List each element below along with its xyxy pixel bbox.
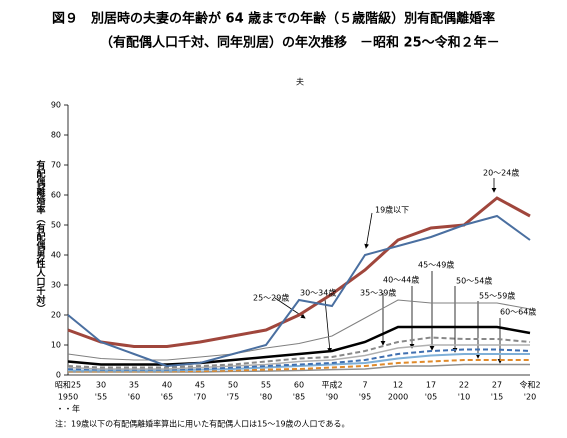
series-label: 20～24歳 <box>483 168 519 178</box>
x-tick-label: 55 <box>261 381 271 390</box>
x-tick-label: 1950 <box>58 393 78 402</box>
x-tick-label: 12 <box>393 381 403 390</box>
series-line <box>67 348 531 371</box>
x-tick-label: 50 <box>228 381 238 390</box>
y-tick-label: 50 <box>51 221 61 230</box>
y-tick-label: 60 <box>51 191 61 200</box>
x-tick-label: 2000 <box>388 393 408 402</box>
x-tick-label: 平成2 <box>321 380 342 390</box>
x-tick-label: 22 <box>459 381 469 390</box>
y-tick-label: 90 <box>51 101 61 110</box>
series-line <box>67 196 531 348</box>
x-tick-label: 60 <box>294 381 304 390</box>
series-line <box>67 325 531 366</box>
x-tick-label: '05 <box>425 393 437 402</box>
y-tick-label: 10 <box>51 341 61 350</box>
x-tick-label: '90 <box>326 393 338 402</box>
x-tick-label: 昭和25 <box>55 381 81 390</box>
series-label: 30～34歳 <box>300 288 336 298</box>
x-tick-label: '95 <box>359 393 371 402</box>
x-tick-label: '55 <box>95 393 107 402</box>
y-tick-label: 20 <box>51 311 61 320</box>
x-tick-label: '15 <box>491 393 503 402</box>
x-tick-label: 30 <box>96 381 106 390</box>
series-line <box>68 353 530 372</box>
x-unit: ・・年 <box>56 404 80 414</box>
x-tick-label: '75 <box>227 393 239 402</box>
series-label: 35～39歳 <box>360 288 396 298</box>
series-label: 50～54歳 <box>456 276 492 286</box>
label-arrows <box>274 178 503 364</box>
y-tick-label: 40 <box>51 251 61 260</box>
series-label: 40～44歳 <box>383 275 419 285</box>
chart-subtitle: （有配偶人口千対、同年別居）の年次推移 －昭和 25～令和２年－ <box>100 35 500 51</box>
series-line <box>67 344 530 370</box>
series-label: 55～59歳 <box>479 291 515 301</box>
series-label: 19歳以下 <box>375 205 409 215</box>
y-tick-label: 0 <box>56 371 61 380</box>
y-axis-label: 有配偶離婚率（有配偶男性人口千対） <box>35 159 47 313</box>
note: 注：19歳以下の有配偶離婚率算出に用いた有配偶人口は15～19歳の人口である。 <box>55 419 349 429</box>
x-tick-label: 17 <box>426 381 436 390</box>
chart-title: 図９ 別居時の夫妻の年齢が 64 歳までの年齢（５歳階級）別有配偶離婚率 <box>52 11 495 27</box>
x-tick-label: '10 <box>458 393 470 402</box>
series-label: 25～29歳 <box>253 293 289 303</box>
x-tick-label: 27 <box>492 381 502 390</box>
x-tick-label: '70 <box>194 393 206 402</box>
x-tick-label: '20 <box>524 393 536 402</box>
series-line <box>67 299 531 361</box>
series-line <box>67 336 531 369</box>
y-tick-label: 30 <box>51 281 61 290</box>
x-tick-label: 40 <box>162 381 172 390</box>
series-line <box>67 214 531 368</box>
y-tick-label: 70 <box>51 161 61 170</box>
x-tick-label: 7 <box>362 381 367 390</box>
x-tick-label: '80 <box>260 393 272 402</box>
series-label: 60～64歳 <box>500 307 536 317</box>
x-tick-label: 45 <box>195 381 205 390</box>
panel-label: 夫 <box>296 77 304 87</box>
x-tick-label: '65 <box>161 393 173 402</box>
x-tick-label: '60 <box>128 393 140 402</box>
x-tick-label: 35 <box>129 381 139 390</box>
y-tick-label: 80 <box>51 131 61 140</box>
x-tick-label: '85 <box>293 393 305 402</box>
series-label: 45～49歳 <box>418 260 454 270</box>
x-tick-label: 令和2 <box>519 380 540 390</box>
